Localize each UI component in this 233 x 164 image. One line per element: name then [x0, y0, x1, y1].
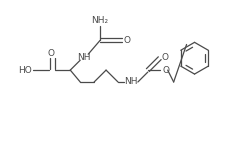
Text: HO: HO — [18, 66, 31, 75]
Text: O: O — [123, 36, 130, 45]
Text: NH: NH — [77, 53, 91, 62]
Text: NH: NH — [124, 78, 138, 86]
Text: O: O — [48, 49, 55, 58]
Text: O: O — [162, 66, 169, 75]
Text: NH₂: NH₂ — [92, 16, 109, 25]
Text: O: O — [161, 53, 168, 62]
